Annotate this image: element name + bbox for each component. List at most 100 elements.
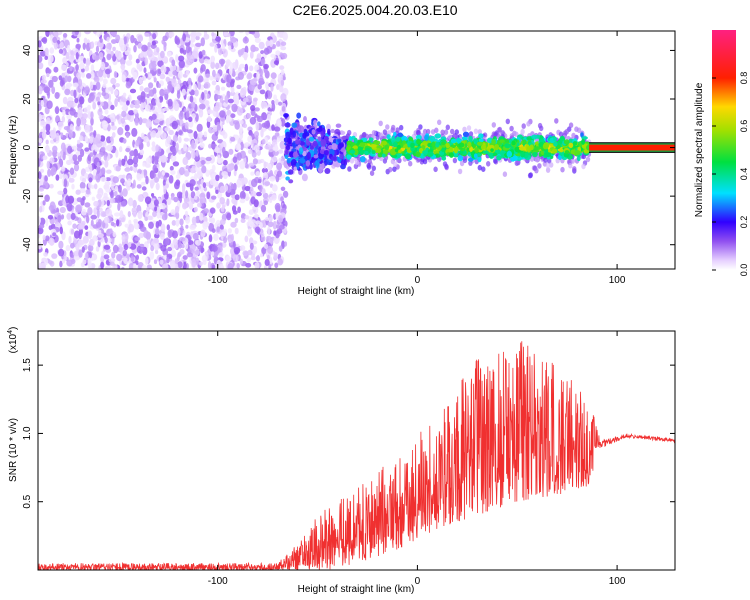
noise-point — [148, 62, 154, 71]
noise-point — [54, 106, 60, 115]
noise-point — [225, 114, 230, 124]
noise-point — [246, 257, 252, 263]
noise-point — [89, 164, 93, 173]
noise-point — [100, 176, 107, 182]
transition-point — [337, 138, 342, 143]
noise-point — [112, 244, 119, 254]
noise-point — [227, 263, 234, 269]
noise-point — [134, 100, 141, 105]
noise-point — [217, 139, 224, 144]
noise-point — [178, 130, 183, 136]
transition-point — [313, 154, 319, 159]
noise-point — [205, 169, 210, 177]
noise-point — [135, 254, 139, 261]
noise-point — [207, 116, 212, 122]
noise-point — [65, 195, 70, 204]
noise-point — [280, 118, 286, 127]
noise-point — [238, 125, 243, 134]
noise-point — [267, 163, 272, 171]
noise-point — [251, 151, 257, 158]
noise-point — [143, 67, 147, 74]
signal-halo-point — [486, 161, 491, 167]
noise-point — [46, 100, 53, 109]
noise-point — [128, 110, 135, 116]
noise-point — [247, 135, 253, 143]
noise-point — [94, 146, 100, 152]
noise-point — [42, 36, 48, 44]
transition-point — [305, 160, 311, 167]
noise-point — [46, 68, 52, 74]
noise-point — [259, 222, 263, 229]
noise-point — [122, 101, 128, 111]
noise-point — [102, 83, 107, 89]
signal-point — [531, 134, 538, 140]
noise-point — [123, 36, 127, 45]
signal-halo-point — [509, 125, 514, 132]
noise-point — [165, 76, 170, 83]
noise-point — [172, 134, 179, 143]
noise-point — [103, 78, 108, 85]
signal-halo-point — [527, 172, 533, 179]
transition-point — [335, 123, 342, 128]
noise-point — [52, 36, 58, 44]
signal-halo-point — [378, 132, 384, 138]
noise-point — [270, 53, 276, 59]
noise-point — [106, 36, 110, 42]
noise-point — [183, 137, 190, 142]
signal-point — [346, 154, 352, 160]
noise-point — [81, 68, 85, 73]
colorbar-tick-label: 0.2 — [739, 216, 749, 229]
transition-point — [310, 145, 314, 150]
noise-point — [110, 221, 115, 227]
noise-point — [61, 115, 65, 123]
noise-point — [53, 31, 59, 38]
signal-point — [572, 141, 578, 146]
noise-point — [193, 195, 198, 200]
signal-halo-point — [385, 124, 390, 130]
noise-point — [116, 219, 120, 227]
noise-point — [151, 113, 157, 121]
noise-point — [202, 78, 208, 83]
noise-point — [239, 119, 244, 125]
noise-point — [41, 95, 45, 101]
transition-point — [283, 113, 289, 118]
noise-point — [124, 124, 130, 132]
noise-point — [179, 218, 184, 226]
noise-point — [205, 100, 210, 106]
noise-point — [103, 244, 111, 250]
noise-point — [160, 65, 167, 74]
noise-point — [242, 97, 249, 103]
noise-point — [244, 45, 249, 54]
noise-point — [72, 154, 78, 162]
noise-point — [143, 136, 149, 143]
noise-point — [250, 31, 256, 35]
noise-point — [186, 129, 193, 134]
noise-point — [82, 42, 87, 50]
noise-point — [66, 259, 73, 267]
noise-point — [266, 120, 270, 128]
noise-point — [225, 59, 231, 66]
transition-point — [306, 151, 311, 160]
noise-point — [254, 58, 261, 63]
noise-point — [38, 223, 45, 229]
y-tick-label: 40 — [22, 44, 33, 56]
noise-point — [117, 184, 122, 193]
noise-point — [280, 79, 285, 86]
noise-point — [73, 160, 80, 165]
noise-point — [211, 127, 218, 132]
noise-point — [100, 255, 105, 264]
noise-point — [63, 126, 70, 131]
noise-point — [260, 235, 266, 242]
noise-point — [94, 55, 100, 61]
noise-point — [159, 88, 165, 97]
noise-point — [77, 139, 81, 145]
noise-point — [189, 244, 196, 252]
noise-point — [144, 57, 148, 66]
noise-point — [185, 224, 189, 229]
noise-point — [198, 108, 204, 118]
noise-point — [117, 202, 121, 211]
noise-point — [48, 225, 53, 231]
noise-point — [79, 240, 86, 245]
noise-point — [150, 171, 156, 179]
signal-halo-point — [354, 159, 360, 166]
